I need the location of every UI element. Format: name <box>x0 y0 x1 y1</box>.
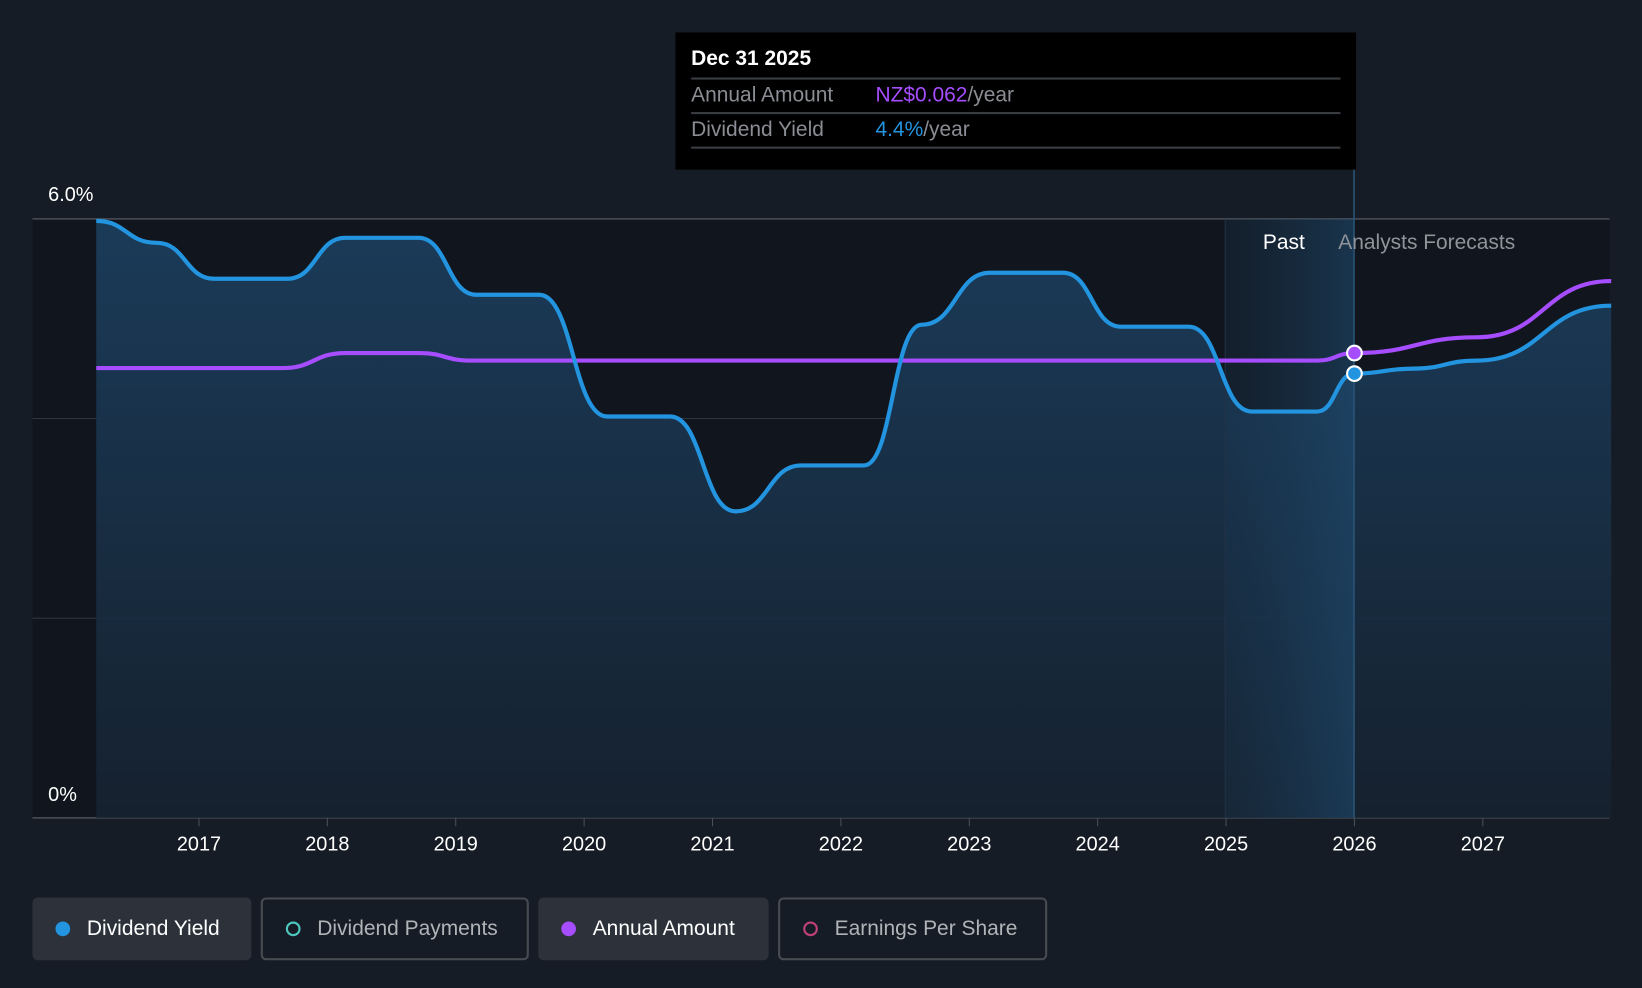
annual-amount-line <box>96 278 1612 371</box>
annual-amount-marker <box>1346 344 1363 362</box>
legend-label: Earnings Per Share <box>834 916 1018 940</box>
x-tick-label: 2025 <box>1204 833 1248 855</box>
legend-label: Dividend Yield <box>86 916 220 940</box>
legend-label: Dividend Payments <box>317 916 498 940</box>
past-label: Past <box>1263 231 1305 254</box>
dividend-yield-marker <box>1346 365 1363 382</box>
legend-dividend-yield[interactable]: Dividend Yield <box>32 897 252 961</box>
tooltip-row-dividend-yield: Dividend Yield 4.4% /year <box>691 114 1341 149</box>
x-tick-label: 2027 <box>1461 833 1505 855</box>
tooltip-label: Annual Amount <box>691 83 834 107</box>
x-tick-label: 2022 <box>819 833 863 855</box>
x-tick-label: 2021 <box>690 833 734 855</box>
legend-label: Annual Amount <box>592 916 735 940</box>
past-region-highlight <box>1225 218 1355 818</box>
tooltip-date: Dec 31 2025 <box>691 47 1341 80</box>
forecast-label: Analysts Forecasts <box>1338 231 1515 254</box>
legend-dividend-payments[interactable]: Dividend Payments <box>260 897 529 961</box>
filled-dot-icon <box>561 921 576 937</box>
tooltip-value: 4.4% <box>875 118 924 142</box>
tooltip-value: NZ$0.062 <box>875 83 968 107</box>
legend-annual-amount[interactable]: Annual Amount <box>538 897 769 961</box>
tooltip-label: Dividend Yield <box>691 118 824 142</box>
x-tick-label: 2018 <box>305 833 349 855</box>
hollow-dot-icon <box>803 921 818 937</box>
x-tick-label: 2024 <box>1076 833 1120 855</box>
x-tick-label: 2017 <box>177 833 221 855</box>
tooltip-unit: /year <box>923 118 970 142</box>
dividend-yield-line <box>96 218 1612 514</box>
filled-dot-icon <box>55 921 71 937</box>
legend-earnings-per-share[interactable]: Earnings Per Share <box>778 897 1048 961</box>
x-tick-label: 2023 <box>947 833 991 855</box>
tooltip-row-annual-amount: Annual Amount NZ$0.062 /year <box>691 80 1341 115</box>
x-tick-label: 2020 <box>562 833 606 855</box>
hollow-dot-icon <box>285 921 301 937</box>
x-tick-label: 2019 <box>434 833 478 855</box>
y-label-min: 0% <box>48 784 77 806</box>
tooltip: Dec 31 2025 Annual Amount NZ$0.062 /year… <box>675 32 1357 170</box>
x-tick-label: 2026 <box>1332 833 1376 855</box>
y-label-max: 6.0% <box>48 184 93 206</box>
tooltip-unit: /year <box>967 83 1015 107</box>
